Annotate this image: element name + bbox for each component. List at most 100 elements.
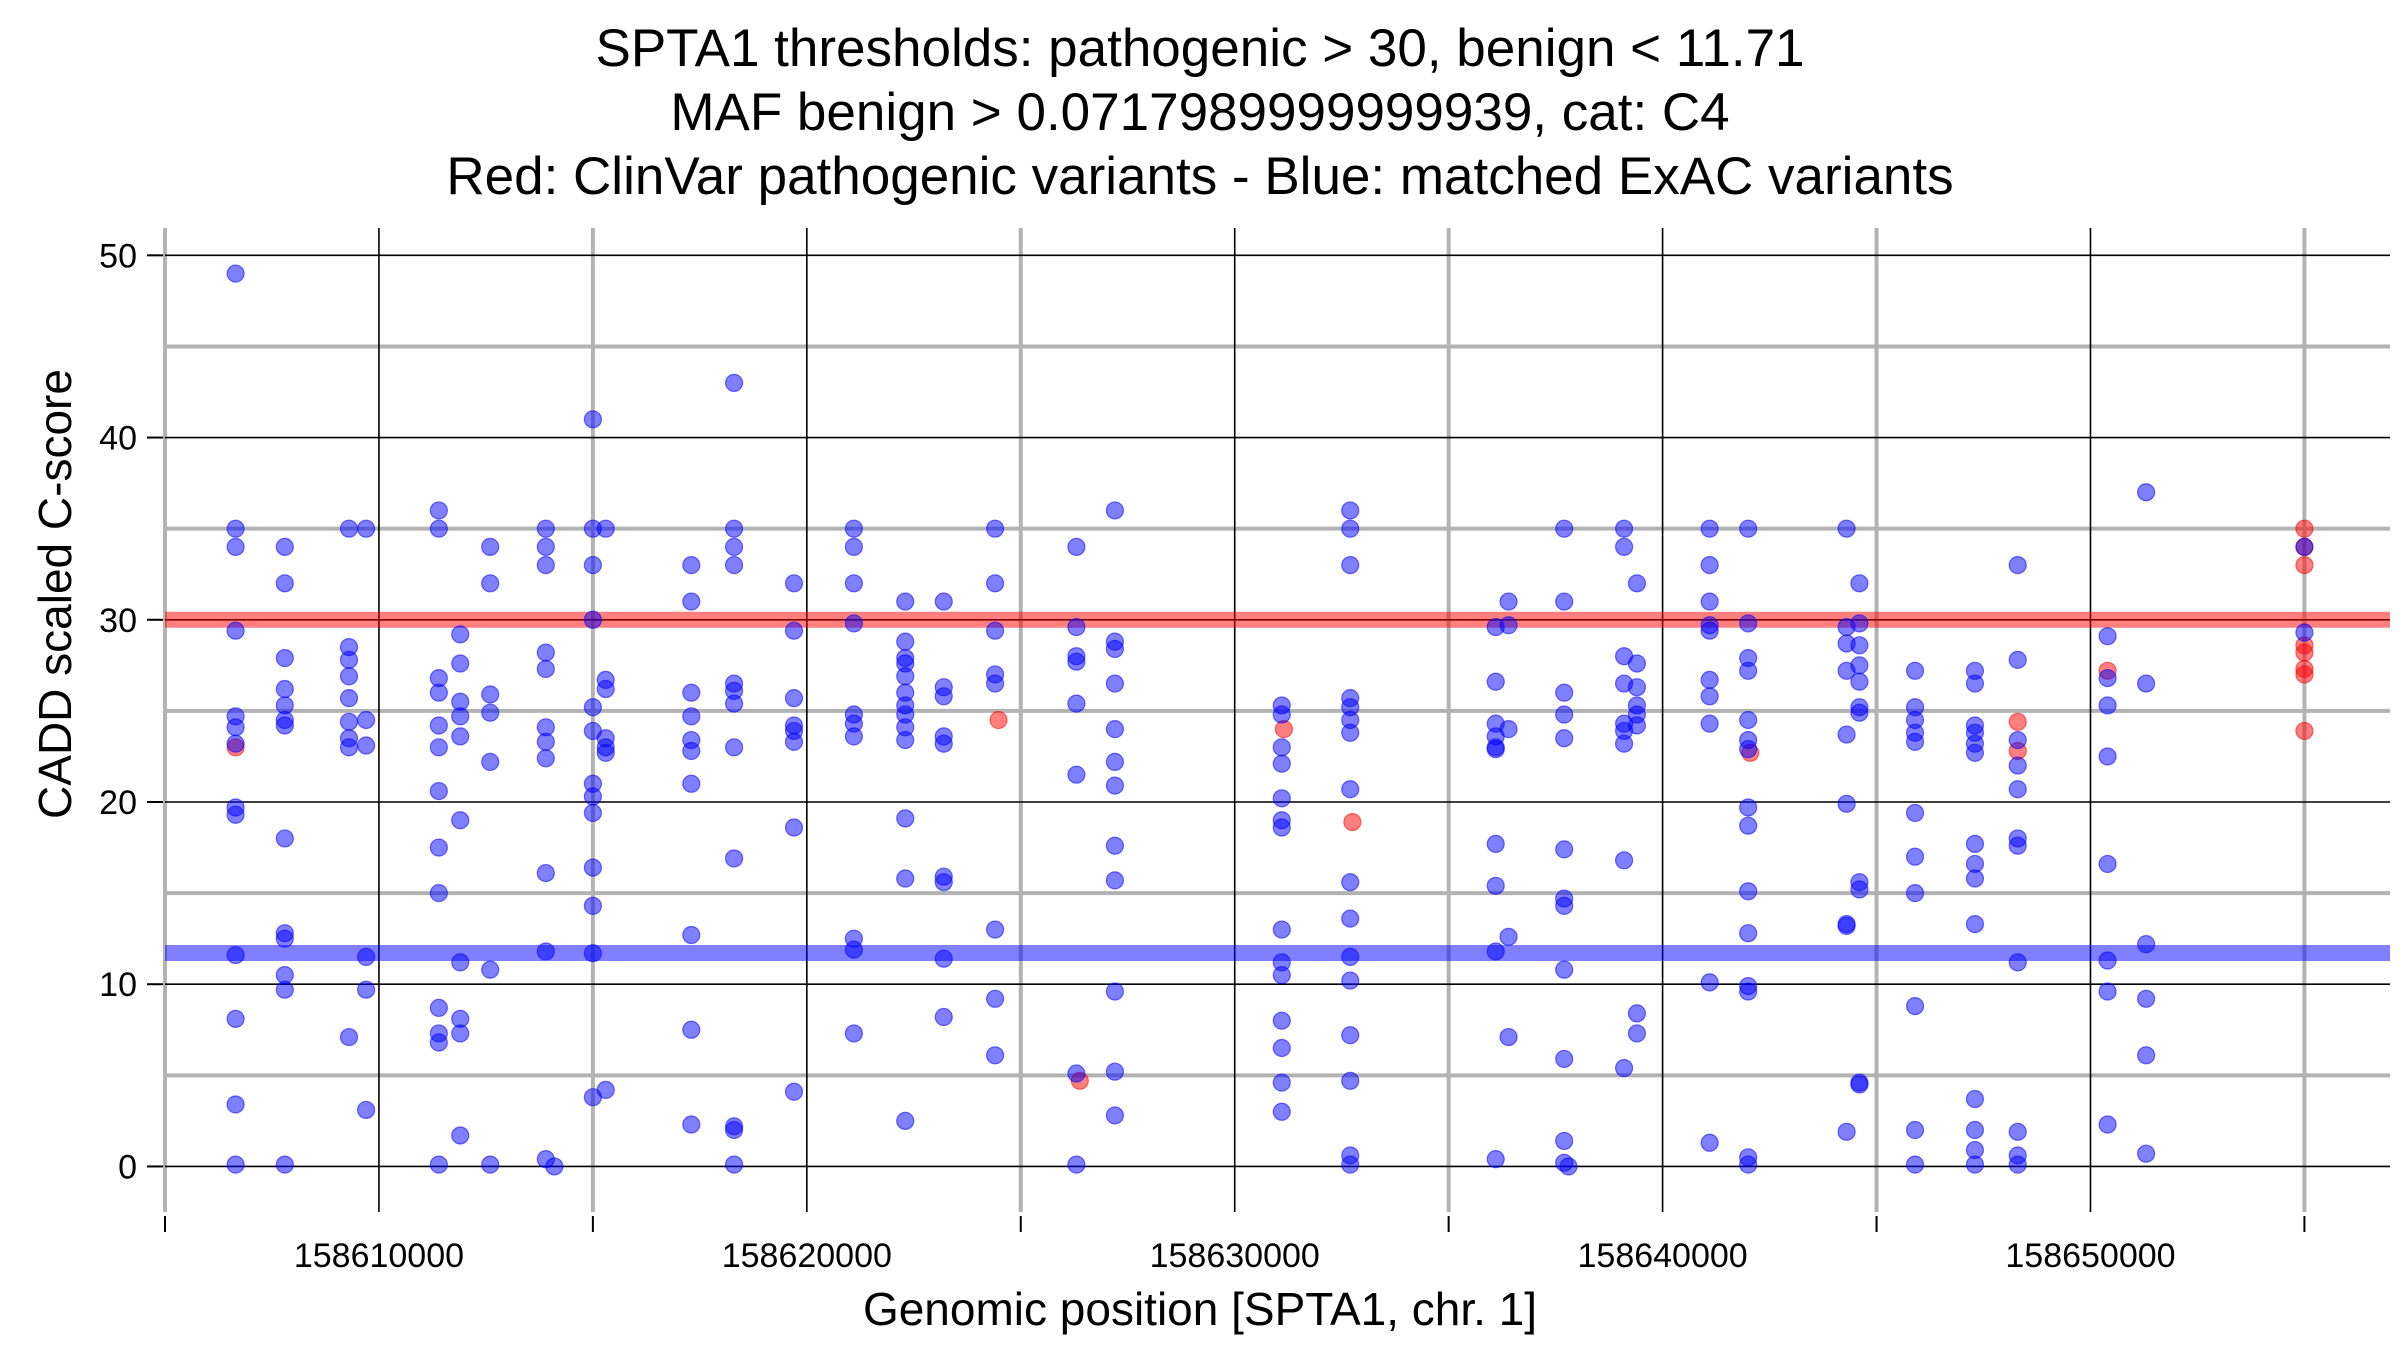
exac-variant-point — [1614, 734, 1634, 753]
exac-variant-point — [1272, 738, 1291, 757]
exac-variant-point — [1341, 1026, 1360, 1045]
exac-variant-point — [2098, 982, 2117, 1001]
y-tick-label: 20 — [99, 784, 137, 822]
exac-variant-point — [1499, 592, 1518, 611]
exac-variant-point — [536, 519, 555, 538]
exac-variant-point — [1850, 1075, 1869, 1094]
exac-variant-point — [1739, 614, 1758, 633]
exac-variant-point — [1105, 1106, 1125, 1125]
axis-layer: 0 10 20 30 40 50 158610000 158620000 158630000 15… — [99, 237, 2306, 1275]
exac-variant-point — [985, 674, 1005, 693]
exac-variant-point — [1965, 743, 1985, 762]
exac-variant-point — [1486, 876, 1505, 895]
exac-variant-point — [583, 787, 602, 806]
exac-variant-point — [481, 574, 500, 593]
exac-variant-point — [429, 716, 448, 735]
exac-variant-point — [339, 667, 359, 686]
x-tick-label: 158620000 — [722, 1237, 892, 1275]
exac-variant-point — [1739, 924, 1758, 943]
exac-variant-point — [1850, 880, 1869, 899]
exac-variant-point — [429, 738, 448, 757]
exac-variant-point — [934, 734, 953, 753]
exac-variant-point — [724, 1120, 744, 1140]
exac-variant-point — [1837, 1122, 1856, 1141]
y-tick-label: 10 — [99, 966, 137, 1004]
exac-variant-point — [451, 1024, 470, 1043]
exac-variant-point — [724, 1155, 744, 1174]
exac-variant-point — [1341, 519, 1360, 538]
exac-variant-point — [724, 373, 744, 392]
exac-variant-point — [1341, 947, 1360, 966]
exac-variant-point — [339, 738, 359, 757]
exac-variant-point — [1965, 914, 1985, 934]
exac-variant-point — [1067, 537, 1086, 556]
exac-variant-point — [1341, 1155, 1360, 1174]
points-layer — [226, 264, 2314, 1176]
exac-variant-point — [1700, 687, 1719, 706]
exac-variant-point — [724, 537, 744, 556]
exac-variant-point — [339, 1027, 359, 1047]
exac-variant-point — [1272, 966, 1291, 985]
exac-variant-point — [545, 1157, 564, 1176]
exac-variant-point — [536, 732, 555, 751]
exac-variant-point — [2137, 483, 2156, 502]
exac-variant-point — [1627, 678, 1647, 697]
exac-variant-point — [2098, 747, 2117, 766]
exac-variant-point — [429, 781, 448, 801]
exac-variant-point — [2098, 854, 2117, 874]
exac-variant-point — [1272, 818, 1291, 837]
exac-variant-point — [481, 960, 500, 979]
exac-variant-point — [1739, 519, 1758, 538]
exac-variant-point — [275, 716, 294, 735]
exac-variant-point — [1105, 752, 1125, 772]
exac-variant-point — [1627, 574, 1647, 593]
exac-variant-point — [2008, 650, 2027, 669]
exac-variant-point — [1700, 556, 1719, 575]
exac-variant-point — [583, 803, 602, 823]
exac-variant-point — [2008, 1122, 2027, 1141]
exac-variant-point — [1850, 703, 1869, 722]
x-tick-label: 158610000 — [294, 1237, 464, 1275]
exac-variant-point — [1555, 840, 1574, 859]
exac-variant-point — [934, 592, 953, 611]
exac-variant-point — [682, 1020, 701, 1039]
exac-variant-point — [1555, 960, 1574, 979]
exac-variant-point — [724, 556, 744, 575]
exac-variant-point — [1272, 705, 1291, 724]
exac-variant-point — [1341, 501, 1360, 520]
threshold-layer — [165, 611, 2390, 962]
exac-variant-point — [429, 501, 448, 520]
exac-variant-point — [985, 989, 1005, 1008]
exac-variant-point — [1905, 803, 1925, 823]
exac-variant-point — [1105, 776, 1125, 795]
clinvar-pathogenic-point — [2008, 712, 2027, 731]
exac-variant-point — [784, 1082, 804, 1101]
exac-variant-point — [1486, 1150, 1505, 1169]
exac-variant-point — [896, 667, 915, 686]
exac-variant-point — [985, 621, 1005, 640]
exac-variant-point — [2008, 756, 2027, 775]
exac-variant-point — [226, 1095, 245, 1114]
exac-variant-point — [275, 1155, 294, 1174]
exac-variant-point — [2137, 674, 2156, 693]
exac-variant-point — [2008, 780, 2027, 799]
exac-variant-point — [934, 1007, 953, 1027]
exac-variant-point — [1555, 592, 1574, 611]
exac-variant-point — [1905, 884, 1925, 903]
exac-variant-point — [1555, 519, 1574, 538]
exac-variant-point — [1739, 710, 1758, 730]
exac-variant-point — [1067, 1155, 1086, 1174]
exac-variant-point — [2098, 951, 2117, 970]
exac-variant-point — [1486, 834, 1505, 854]
exac-variant-point — [357, 736, 376, 755]
exac-variant-point — [226, 537, 245, 556]
exac-variant-point — [1850, 614, 1869, 633]
x-axis-label: Genomic position [SPTA1, chr. 1] — [862, 1283, 1538, 1335]
exac-variant-point — [2008, 836, 2027, 855]
exac-variant-point — [275, 574, 294, 593]
exac-variant-point — [1627, 1024, 1647, 1043]
exac-variant-point — [1700, 670, 1719, 690]
exac-variant-point — [481, 685, 500, 704]
exac-variant-point — [1105, 674, 1125, 693]
